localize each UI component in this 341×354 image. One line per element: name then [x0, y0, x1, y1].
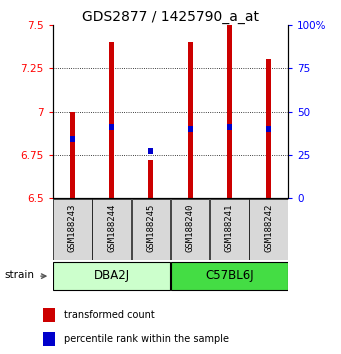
Bar [92, 199, 131, 259]
Bar [210, 199, 249, 259]
Bar [227, 25, 232, 198]
Bar [171, 262, 288, 290]
Bar [188, 42, 193, 198]
Text: strain: strain [4, 269, 34, 280]
Bar [132, 199, 170, 259]
Text: transformed count: transformed count [64, 310, 154, 320]
Bar [109, 42, 114, 198]
Text: DBA2J: DBA2J [94, 269, 130, 282]
Bar [266, 59, 271, 198]
Title: GDS2877 / 1425790_a_at: GDS2877 / 1425790_a_at [82, 10, 259, 24]
Text: GSM188244: GSM188244 [107, 204, 116, 252]
Text: C57BL6J: C57BL6J [205, 269, 254, 282]
Bar [148, 148, 153, 154]
Bar [227, 124, 232, 130]
Bar [70, 112, 75, 198]
Bar [249, 199, 288, 259]
Text: percentile rank within the sample: percentile rank within the sample [64, 333, 229, 344]
Bar [43, 308, 55, 322]
Bar [266, 126, 271, 132]
Bar [171, 199, 209, 259]
Text: GSM188241: GSM188241 [225, 204, 234, 252]
Text: GSM188245: GSM188245 [146, 204, 155, 252]
Bar [188, 126, 193, 132]
Text: GSM188242: GSM188242 [264, 204, 273, 252]
Bar [148, 160, 153, 198]
Text: GSM188243: GSM188243 [68, 204, 77, 252]
Bar [70, 136, 75, 142]
Bar [109, 124, 114, 130]
Bar [53, 262, 170, 290]
Text: GSM188240: GSM188240 [186, 204, 195, 252]
Bar [43, 332, 55, 346]
Bar [53, 199, 92, 259]
